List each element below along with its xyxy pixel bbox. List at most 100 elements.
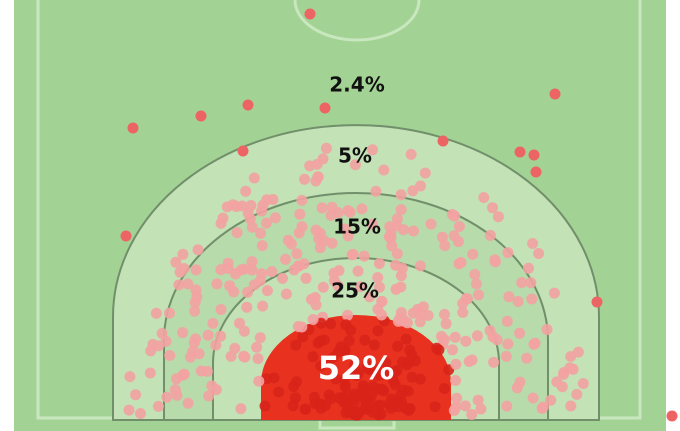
shot [414,316,426,328]
shot [234,317,245,329]
shot [389,379,401,391]
shot [436,330,447,342]
shot [327,352,339,364]
shot [259,400,271,412]
shot [373,258,385,269]
shot [287,400,299,412]
shot [192,244,204,256]
shot [255,227,267,239]
shot [429,401,441,413]
shot [521,352,533,364]
shot [525,277,537,289]
shot [404,403,416,414]
shot [178,368,190,380]
shot [244,213,256,225]
shot [439,240,451,252]
shot [338,395,350,407]
shot [338,373,350,385]
shot [325,209,337,221]
shot [150,307,162,319]
shot [425,218,437,230]
shot [246,256,258,268]
shot [248,172,260,184]
shot [500,350,512,362]
shot [528,149,540,161]
shot [238,325,250,337]
shot [565,400,577,412]
shot [237,145,249,157]
shot [120,230,132,242]
shot [422,310,434,321]
shot [395,189,407,201]
shot [241,301,253,313]
shot [231,227,243,239]
shot [177,248,189,260]
shot [144,367,156,379]
shot [310,299,322,311]
shot [135,408,146,419]
shot [280,253,291,265]
shot [475,403,487,415]
shot [541,324,553,335]
shot [452,236,464,248]
shot [358,250,370,262]
shot [374,399,386,411]
shot [164,350,176,361]
shot [370,185,382,197]
shot [215,330,227,342]
shot [470,278,482,290]
shot [407,185,419,197]
shot [516,277,528,289]
shot [246,264,258,276]
shot [530,166,542,178]
shot [160,335,172,347]
shot [392,340,404,352]
shot [291,248,303,260]
shot [527,238,539,249]
shot [340,407,352,419]
shot [211,278,223,290]
shot [438,383,450,395]
shot [487,202,498,214]
shot [314,335,326,347]
shot [347,248,359,260]
shot [307,314,319,325]
shot [395,307,407,318]
shot [307,351,319,363]
shot [364,291,375,303]
shot [171,389,183,401]
shot [402,385,414,397]
shot [414,260,426,272]
shot [304,160,316,172]
shot [565,351,577,362]
shot [395,204,407,216]
shot [471,330,483,342]
shot [207,317,219,329]
shot [312,171,324,183]
shot [285,238,297,250]
shot [251,341,263,353]
shot [227,199,239,211]
shot [325,393,337,405]
shot [246,221,258,233]
shot [406,371,418,383]
shot [256,240,268,252]
shot [330,373,341,385]
shot [449,331,461,343]
shot [315,398,327,410]
shot [391,248,403,260]
shot [408,225,419,237]
shot [296,321,308,333]
shot [666,410,678,422]
shot [450,375,462,386]
shots [120,8,678,422]
shot [466,409,478,420]
shot [202,329,214,341]
shot [261,285,273,297]
shot [320,142,332,154]
shot [201,365,213,377]
shot [254,275,266,287]
shot [357,380,369,392]
shot [484,325,496,337]
